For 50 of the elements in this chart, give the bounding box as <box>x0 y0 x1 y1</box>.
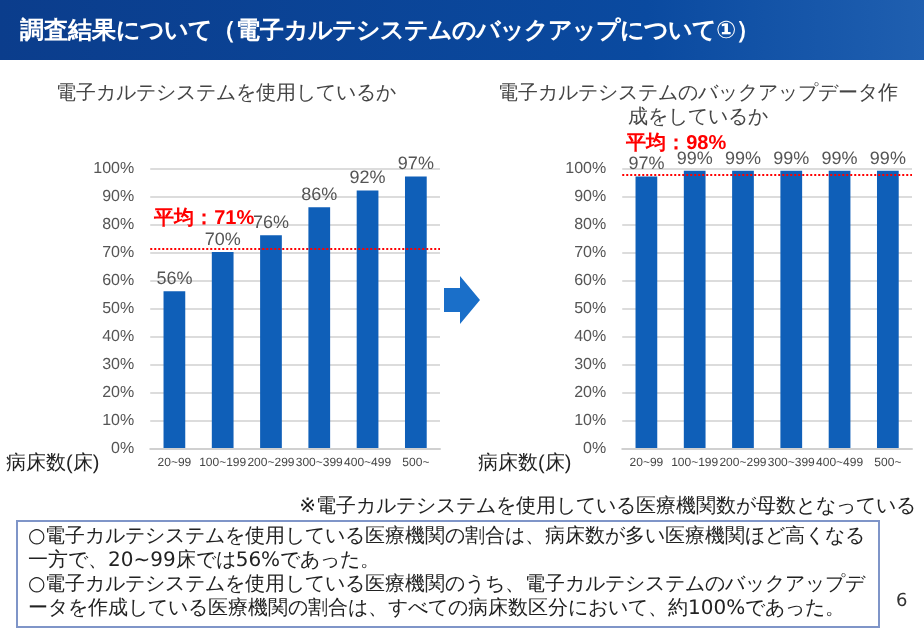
y-tick-label: 10% <box>102 411 135 429</box>
text: ○電子カルテシステムを使用している医療機関の割合は、病床数が多い医療機関ほど高くなる一方で、20~99床では56%であった。 <box>28 526 868 573</box>
data-label: 99% <box>773 147 810 168</box>
y-tick-label: 80% <box>102 215 135 233</box>
data-label: 99% <box>724 147 761 168</box>
y-tick-label: 0% <box>583 439 607 457</box>
bar <box>260 235 282 448</box>
y-tick-label: 0% <box>111 439 135 457</box>
text: ※電子カルテシステムを使用している医療機関数が母数となっている <box>299 493 916 520</box>
bar <box>308 207 331 448</box>
ref-line-label: 平均：71% <box>152 206 255 231</box>
data-label: 86% <box>301 184 338 205</box>
data-label: 92% <box>349 167 386 188</box>
chart-title: 電子カルテシステムを使用しているか <box>56 83 396 105</box>
data-label: 99% <box>869 147 906 168</box>
y-tick-label: 70% <box>574 243 607 261</box>
data-label: 99% <box>821 147 858 168</box>
y-tick-label: 10% <box>574 411 607 429</box>
y-tick-label: 60% <box>574 271 607 289</box>
text: 調査結果について（電子カルテシステムのバックアップについて①） <box>0 0 924 60</box>
y-tick-label: 60% <box>102 271 135 289</box>
y-tick-label: 30% <box>574 355 607 373</box>
bar <box>163 291 186 448</box>
y-tick-label: 40% <box>574 327 607 345</box>
bar <box>404 176 427 448</box>
chart-title: 電子カルテシステムのバックアップデータ作成をしているか <box>498 81 898 129</box>
y-tick-label: 90% <box>102 187 135 205</box>
data-label: 97% <box>628 153 665 174</box>
bar <box>356 190 379 448</box>
text: ○電子カルテシステムを使用している医療機関のうち、電子カルテシステムのバックアップデータを作成している医療機関の割合は、すべての病床数区分において、約100%であった。 <box>28 574 868 622</box>
y-tick-label: 50% <box>102 299 135 317</box>
y-tick-label: 100% <box>565 159 607 177</box>
data-label: 99% <box>676 147 713 168</box>
data-label: 97% <box>397 153 434 174</box>
y-tick-label: 80% <box>574 215 607 233</box>
text: 6 <box>896 592 908 612</box>
data-label: 56% <box>156 268 193 289</box>
y-tick-label: 70% <box>102 243 135 261</box>
y-tick-label: 100% <box>93 159 135 177</box>
bar <box>211 252 234 448</box>
data-label: 70% <box>204 229 241 249</box>
y-tick-label: 40% <box>102 327 135 345</box>
y-tick-label: 20% <box>574 383 607 401</box>
y-tick-label: 50% <box>574 299 607 317</box>
data-label: 76% <box>252 212 289 233</box>
y-tick-label: 90% <box>574 187 607 205</box>
x-axis-title: 病床数(床) <box>477 451 572 475</box>
y-tick-label: 20% <box>102 383 135 401</box>
y-tick-label: 30% <box>102 355 135 373</box>
x-axis-title: 病床数(床) <box>5 451 100 475</box>
